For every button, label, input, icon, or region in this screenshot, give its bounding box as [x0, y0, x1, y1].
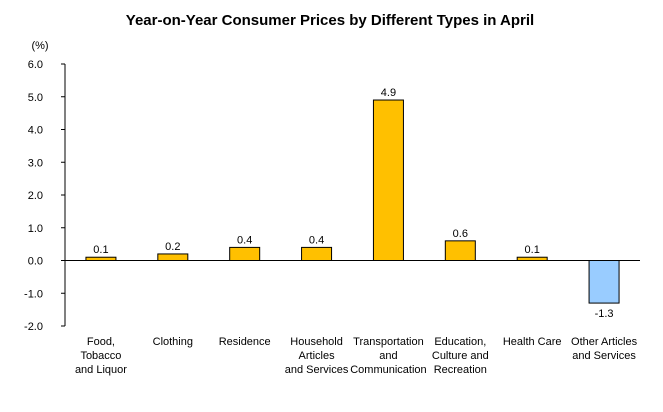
y-tick-label: 5.0 — [28, 92, 43, 104]
bar — [516, 256, 548, 262]
x-tick-label: Transportation and Communication — [350, 336, 426, 376]
x-tick-label: Health Care — [503, 336, 562, 348]
x-tick-label: Clothing — [153, 336, 193, 348]
value-label: 0.4 — [237, 234, 252, 246]
y-tick-label: 3.0 — [28, 157, 43, 169]
bar — [372, 99, 404, 262]
value-label: -1.3 — [595, 308, 614, 320]
y-tick-label: 6.0 — [28, 59, 43, 71]
bar — [301, 246, 333, 261]
value-label: 4.9 — [381, 87, 396, 99]
y-tick-label: 1.0 — [28, 223, 43, 235]
y-tick-label: 2.0 — [28, 190, 43, 202]
x-tick-label: Food, Tobacco and Liquor — [75, 336, 127, 376]
x-tick-label: Household Articles and Services — [285, 336, 349, 376]
x-tick-label: Residence — [219, 336, 271, 348]
x-tick-label: Other Articles and Services — [571, 336, 638, 362]
y-tick-label: -2.0 — [24, 321, 43, 333]
bar — [157, 253, 189, 261]
bar — [588, 260, 620, 304]
bar — [229, 246, 261, 261]
bar — [85, 256, 117, 262]
x-tick-label: Education, Culture and Recreation — [432, 336, 489, 376]
value-label: 0.1 — [525, 244, 540, 256]
y-tick-label: -1.0 — [24, 288, 43, 300]
y-axis-label: (%) — [31, 40, 48, 52]
value-label: 0.2 — [165, 241, 180, 253]
y-tick-label: 0.0 — [28, 256, 43, 268]
bar — [444, 240, 476, 262]
value-label: 0.1 — [93, 244, 108, 256]
chart-title: Year-on-Year Consumer Prices by Differen… — [126, 12, 534, 29]
value-label: 0.6 — [453, 228, 468, 240]
value-label: 0.4 — [309, 234, 324, 246]
y-tick-label: 4.0 — [28, 125, 43, 137]
